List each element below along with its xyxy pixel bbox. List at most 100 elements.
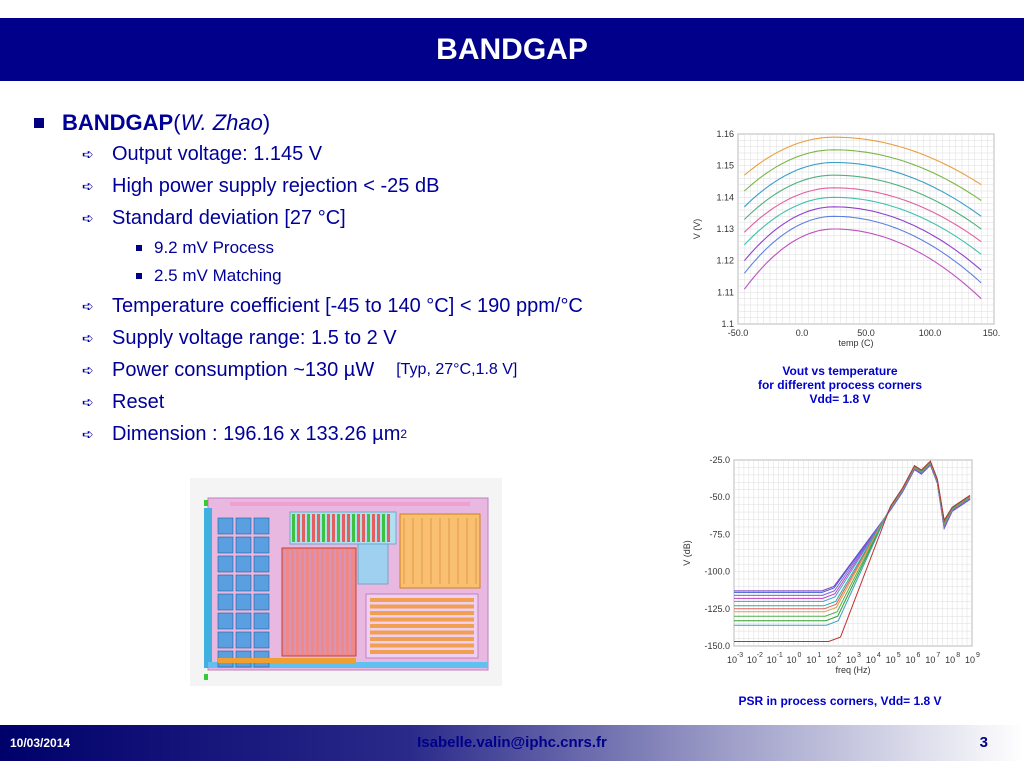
chart2-caption: PSR in process corners, Vdd= 1.8 V <box>700 694 980 708</box>
layout-bottom-rail <box>208 662 488 668</box>
square-bullet-icon <box>136 273 142 279</box>
layout-mirror-row <box>370 643 474 648</box>
chart1-x-tick-label: 150.0 <box>983 328 1000 338</box>
layout-capacitor-cell <box>235 574 252 592</box>
chart2-x-tick-exponent: 1 <box>817 652 821 659</box>
chart1-y-tick-label: 1.13 <box>716 224 734 234</box>
layout-capacitor-cell <box>217 555 234 573</box>
arrow-bullet-icon: ➪ <box>82 297 94 314</box>
layout-marker <box>204 674 208 680</box>
layout-capacitor-cell <box>217 593 234 611</box>
heading-author: W. Zhao <box>180 110 263 135</box>
list-item: ➪ Supply voltage range: 1.5 to 2 V <box>82 322 674 354</box>
heading-paren-close: ) <box>262 110 271 135</box>
layout-capacitor-cell <box>235 593 252 611</box>
layout-logic-cell <box>367 514 370 542</box>
chart1-y-axis-label: V (V) <box>692 219 702 240</box>
layout-logic-cell <box>312 514 315 542</box>
chart2-y-tick-label: -100.0 <box>704 567 730 577</box>
footer-bar: 10/03/2014 Isabelle.valin@iphc.cnrs.fr 3 <box>0 725 1024 761</box>
chart2-y-tick-label: -25.0 <box>709 455 730 465</box>
chart2-y-tick-label: -50.0 <box>709 492 730 502</box>
arrow-bullet-icon: ➪ <box>82 177 94 194</box>
chart2-x-tick-label: 10 <box>747 655 757 665</box>
layout-logic-cell <box>292 514 295 542</box>
chart1-x-tick-label: 100.0 <box>919 328 942 338</box>
chart2-x-tick-label: 10 <box>727 655 737 665</box>
layout-logic-cell <box>302 514 305 542</box>
chart2-x-tick-exponent: 0 <box>798 652 802 659</box>
chart2-x-tick-label: 10 <box>767 655 777 665</box>
layout-logic-cell <box>297 514 300 542</box>
chart1-series-line <box>744 196 982 255</box>
item-text: Power consumption ~130 µW <box>112 358 375 381</box>
layout-left-rail <box>204 508 212 668</box>
layout-logic-cell <box>352 514 355 542</box>
layout-mirror-row <box>370 630 474 635</box>
item-text: Supply voltage range: 1.5 to 2 V <box>112 326 397 349</box>
chart2-y-tick-label: -125.0 <box>704 604 730 614</box>
footer-email: Isabelle.valin@iphc.cnrs.fr <box>417 734 607 751</box>
layout-pad-block <box>357 543 389 585</box>
chart1-series-line <box>744 187 982 243</box>
item-text: Reset <box>112 390 165 413</box>
square-bullet-icon <box>136 245 142 251</box>
chart2-x-tick-exponent: 4 <box>877 652 881 659</box>
heading-paren-open: ( <box>173 110 181 135</box>
layout-capacitor-cell <box>217 517 234 535</box>
layout-mirror-row <box>370 637 474 641</box>
arrow-bullet-icon: ➪ <box>82 329 94 346</box>
layout-logic-cell <box>382 514 385 542</box>
chart2-x-tick-label: 10 <box>925 655 935 665</box>
heading-main: BANDGAP <box>62 110 174 135</box>
sub-item-text: 9.2 mV Process <box>154 238 274 257</box>
chart1-y-tick-label: 1.1 <box>721 319 734 329</box>
layout-mirror-row <box>370 617 474 622</box>
chart2-series-line <box>734 460 971 642</box>
list-item: ➪ Power consumption ~130 µW [Typ, 27°C,1.8… <box>82 354 674 386</box>
chart1-y-tick-label: 1.12 <box>716 256 734 266</box>
item-note: [Typ, 27°C,1.8 V] <box>396 361 518 378</box>
chart2-x-tick-label: 10 <box>806 655 816 665</box>
layout-capacitor-cell <box>253 593 270 611</box>
chart2-x-tick-label: 10 <box>786 655 796 665</box>
layout-logic-cell <box>332 514 335 542</box>
item-text: Dimension : 196.16 x 133.26 µm <box>112 422 401 445</box>
chart2-x-tick-exponent: 3 <box>857 652 861 659</box>
layout-logic-cell <box>377 514 380 542</box>
layout-mirror-row <box>370 604 474 609</box>
chart2-caption-line: PSR in process corners, Vdd= 1.8 V <box>738 694 942 708</box>
layout-logic-cell <box>362 514 365 542</box>
heading-bullet: BANDGAP (W. Zhao) <box>34 108 674 138</box>
chart2-x-tick-label: 10 <box>905 655 915 665</box>
layout-capacitor-cell <box>253 536 270 554</box>
list-item: ➪ Reset <box>82 386 674 418</box>
chart1-x-tick-label: 0.0 <box>796 328 809 338</box>
item-superscript: 2 <box>400 427 408 441</box>
chart2-y-tick-label: -75.0 <box>709 529 730 539</box>
chart2-x-tick-label: 10 <box>965 655 975 665</box>
chart1-x-axis-label: temp (C) <box>838 338 873 348</box>
footer-date: 10/03/2014 <box>10 736 71 750</box>
chart1-caption-line: Vout vs temperature <box>782 364 898 378</box>
layout-capacitor-cell <box>235 612 252 630</box>
chart2-x-tick-label: 10 <box>886 655 896 665</box>
layout-capacitor-cell <box>217 574 234 592</box>
list-item: ➪ Dimension : 196.16 x 133.26 µm 2 <box>82 418 674 450</box>
layout-capacitor-cell <box>235 517 252 535</box>
chart2-x-tick-exponent: -3 <box>737 652 743 659</box>
arrow-bullet-icon: ➪ <box>82 145 94 162</box>
chart2-x-tick-label: 10 <box>945 655 955 665</box>
layout-logic-cell <box>327 514 330 542</box>
layout-capacitor-cell <box>253 574 270 592</box>
layout-capacitor-cell <box>253 555 270 573</box>
arrow-bullet-icon: ➪ <box>82 393 94 410</box>
sub-item-text: 2.5 mV Matching <box>154 266 282 285</box>
layout-capacitor-cell <box>217 612 234 630</box>
chart1-y-tick-label: 1.11 <box>717 287 734 297</box>
list-item: ➪ High power supply rejection < -25 dB <box>82 170 674 202</box>
layout-resistor-block <box>281 547 357 657</box>
layout-mirror-row <box>370 598 474 602</box>
chart1-series-line <box>743 215 982 284</box>
item-text: Output voltage: 1.145 V <box>112 142 323 165</box>
